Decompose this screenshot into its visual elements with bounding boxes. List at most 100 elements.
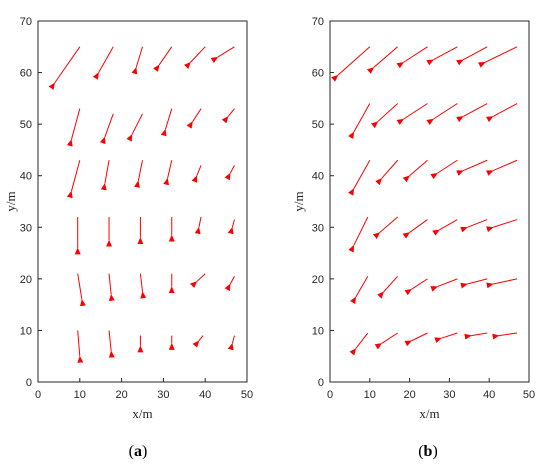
vector-arrow <box>153 46 173 72</box>
vector-arrow <box>377 275 399 299</box>
vector-arrow <box>331 46 371 82</box>
y-tick-label: 40 <box>312 171 324 183</box>
vector-arrow <box>375 159 399 186</box>
vector-arrow <box>210 46 235 64</box>
x-tick-label: 20 <box>403 389 415 401</box>
vector-arrow <box>402 159 428 183</box>
y-tick-label: 20 <box>312 274 324 286</box>
vector-arrow <box>192 335 204 348</box>
vector-arrow <box>464 332 488 340</box>
y-tick-label: 10 <box>20 325 32 337</box>
x-tick-label: 0 <box>327 389 333 401</box>
x-tick-label: 40 <box>483 389 495 401</box>
vector-arrow <box>186 108 202 129</box>
x-tick-label: 20 <box>115 389 127 401</box>
panel-a: 0 10 20 30 40 50 0 10 20 30 40 50 60 70 x/m y/m (a) <box>3 16 253 460</box>
plot-frame-a <box>37 20 248 383</box>
vector-arrow <box>374 332 398 350</box>
vector-arrow <box>134 160 143 188</box>
vector-arrow <box>77 273 86 307</box>
x-tick-label: 50 <box>523 389 535 401</box>
vector-arrow <box>402 219 428 239</box>
vector-arrow <box>66 160 81 199</box>
vector-arrow <box>190 273 206 289</box>
x-tick-label: 30 <box>157 389 169 401</box>
panel-b: 0 10 20 30 40 50 0 10 20 30 40 50 60 70 x/m y/m (b) <box>291 16 535 460</box>
vector-arrow <box>430 159 458 180</box>
axis-ticks-a: 0 10 20 30 40 50 0 10 20 30 40 50 60 70 <box>20 16 253 401</box>
vector-arrow <box>456 159 488 176</box>
x-axis-label-a: x/m <box>132 406 152 421</box>
vector-arrow <box>486 103 518 123</box>
axis-ticks-b: 0 10 20 30 40 50 0 10 20 30 40 50 60 70 <box>312 16 535 401</box>
vector-arrow <box>348 216 369 253</box>
vector-arrow <box>183 46 206 70</box>
vector-arrow <box>432 219 458 236</box>
y-tick-label: 70 <box>20 16 32 28</box>
vector-arrow <box>460 219 488 233</box>
plot-frame-b <box>329 20 530 383</box>
vector-arrow <box>396 103 428 126</box>
y-tick-label: 50 <box>20 119 32 131</box>
vector-arrow <box>48 46 81 90</box>
vector-arrow <box>108 273 115 302</box>
vector-arrow <box>486 159 518 176</box>
panel-caption-a: (a) <box>129 443 148 460</box>
vector-arrow <box>194 216 202 235</box>
vector-arrow <box>456 46 488 66</box>
vector-arrow <box>227 335 235 351</box>
vector-arrow <box>221 108 235 124</box>
vector-arrow <box>160 108 173 137</box>
vector-arrow <box>224 276 235 292</box>
y-tick-label: 40 <box>20 171 32 183</box>
vector-arrow <box>191 165 202 183</box>
y-tick-label: 0 <box>26 377 32 389</box>
y-tick-label: 70 <box>312 16 324 28</box>
vector-arrow <box>66 108 81 147</box>
vector-arrow <box>99 113 114 145</box>
vector-arrow <box>366 46 398 74</box>
vector-arrow <box>396 46 428 69</box>
x-tick-label: 40 <box>199 389 211 401</box>
vector-arrow <box>126 113 143 142</box>
x-axis-label-b: x/m <box>419 406 439 421</box>
y-tick-label: 60 <box>20 68 32 80</box>
vector-arrow <box>224 165 235 181</box>
vector-arrow <box>163 160 173 186</box>
vector-arrow <box>426 46 458 66</box>
y-tick-label: 30 <box>20 222 32 234</box>
x-tick-label: 30 <box>443 389 455 401</box>
vector-arrow <box>456 103 488 123</box>
y-axis-label-b: y/m <box>291 191 306 211</box>
vector-arrow <box>370 103 398 129</box>
vector-arrow <box>492 332 518 340</box>
y-tick-label: 0 <box>318 377 324 389</box>
vector-arrow <box>348 159 371 196</box>
vector-arrow <box>100 160 110 191</box>
y-axis-label-a: y/m <box>3 191 18 211</box>
x-tick-label: 10 <box>364 389 376 401</box>
vector-arrow <box>349 332 369 356</box>
vector-arrow <box>430 278 458 292</box>
vector-arrow <box>404 278 428 296</box>
y-tick-label: 30 <box>312 222 324 234</box>
vector-arrow <box>460 278 488 289</box>
vector-arrow <box>478 46 518 68</box>
arrow-field-a <box>48 46 235 363</box>
x-tick-label: 10 <box>74 389 86 401</box>
vector-arrow <box>77 330 84 363</box>
vector-arrow <box>139 273 147 299</box>
vector-arrow <box>486 219 518 233</box>
x-tick-label: 50 <box>241 389 253 401</box>
vector-arrow <box>227 219 235 235</box>
panel-caption-b: (b) <box>418 443 438 460</box>
vector-arrow <box>426 103 458 126</box>
y-tick-label: 10 <box>312 325 324 337</box>
vector-arrow <box>92 46 114 80</box>
vector-arrow <box>372 216 398 239</box>
arrow-field-b <box>331 46 518 356</box>
y-tick-label: 50 <box>312 119 324 131</box>
vector-arrow <box>404 332 428 347</box>
vector-arrow <box>434 332 458 344</box>
